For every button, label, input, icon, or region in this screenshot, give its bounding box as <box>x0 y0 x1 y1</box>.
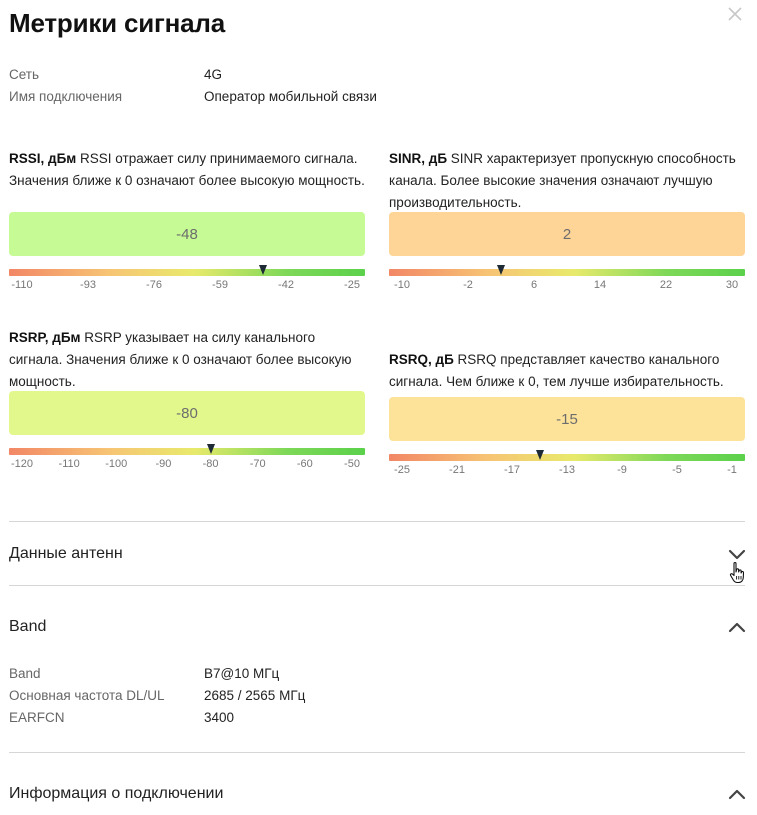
metric-sinr: SINR, дБ SINR характеризует пропускную с… <box>389 148 745 298</box>
scale-tick-label: -17 <box>504 464 520 476</box>
scale-tick-label: -110 <box>11 279 33 291</box>
metric-text: RSSI отражает силу принимаемого сигнала.… <box>9 151 365 188</box>
divider <box>9 752 745 753</box>
metric-description: SINR, дБ SINR характеризует пропускную с… <box>389 148 745 214</box>
metric-scale-ticks: -110 -93 -76 -59 -42 -25 <box>9 279 365 293</box>
connection-summary: Сеть 4G Имя подключения Оператор мобильн… <box>9 64 377 108</box>
band-value: 3400 <box>204 710 235 725</box>
metric-scale-ticks: -10 -2 6 14 22 30 <box>389 279 745 293</box>
metric-value-box: 2 <box>389 212 745 256</box>
metric-value-box: -48 <box>9 212 365 256</box>
metric-scale-bar <box>9 448 365 455</box>
info-value: 4G <box>204 67 223 82</box>
section-antenna-title[interactable]: Данные антенн <box>9 545 123 562</box>
scale-tick-label: -90 <box>155 458 172 470</box>
band-row: EARFCN 3400 <box>9 707 305 729</box>
metric-value-box: -15 <box>389 397 745 441</box>
info-key: Сеть <box>9 67 40 82</box>
band-key: EARFCN <box>9 710 65 725</box>
metric-text: SINR характеризует пропускную способност… <box>389 151 736 210</box>
band-value: B7@10 МГц <box>204 666 280 681</box>
band-key: Band <box>9 666 41 681</box>
scale-tick-label: -110 <box>58 458 80 470</box>
info-value: Оператор мобильной связи <box>204 89 377 104</box>
metric-description: RSSI, дБм RSSI отражает силу принимаемог… <box>9 148 365 214</box>
scale-tick-label: -2 <box>463 279 473 291</box>
hand-cursor-icon <box>729 561 745 584</box>
metric-marker <box>206 444 215 454</box>
chevron-down-icon[interactable] <box>728 549 746 561</box>
scale-tick-label: -76 <box>146 279 162 291</box>
metric-name: RSSI, дБм <box>9 151 77 166</box>
info-row-network: Сеть 4G <box>9 64 377 86</box>
metric-name: SINR, дБ <box>389 151 448 166</box>
scale-tick-label: -5 <box>672 464 682 476</box>
metric-scale-bar <box>9 269 365 276</box>
scale-tick-label: -59 <box>212 279 228 291</box>
section-connection-title[interactable]: Информация о подключении <box>9 785 224 802</box>
scale-tick-label: -120 <box>10 458 34 470</box>
close-icon[interactable] <box>727 6 743 22</box>
metric-rsrq: RSRQ, дБ RSRQ представляет качество кана… <box>389 349 745 477</box>
metric-name: RSRQ, дБ <box>389 352 454 367</box>
scale-tick-label: -25 <box>344 279 360 291</box>
scale-tick-label: -9 <box>617 464 627 476</box>
metric-marker <box>497 265 505 275</box>
divider <box>9 585 745 586</box>
scale-tick-label: -100 <box>105 458 128 470</box>
scale-tick-label: -80 <box>202 458 219 470</box>
scale-tick-label: -21 <box>449 464 465 476</box>
scale-tick-label: -1 <box>727 464 737 476</box>
band-value: 2685 / 2565 МГц <box>204 688 306 703</box>
metric-description: RSRQ, дБ RSRQ представляет качество кана… <box>389 349 745 393</box>
scale-tick-label: -13 <box>559 464 575 476</box>
chevron-up-icon[interactable] <box>728 621 746 633</box>
scale-tick-label: -42 <box>278 279 294 291</box>
section-band-title[interactable]: Band <box>9 618 47 635</box>
divider <box>9 521 745 522</box>
scale-tick-label: -50 <box>344 458 360 470</box>
metric-text: RSRQ представляет качество канального си… <box>389 352 724 389</box>
band-details: Band B7@10 МГц Основная частота DL/UL 26… <box>9 663 305 729</box>
metric-text: RSRP указывает на силу канального сигнал… <box>9 330 352 389</box>
band-key: Основная частота DL/UL <box>9 688 165 703</box>
metric-marker <box>535 450 544 460</box>
metric-description: RSRP, дБм RSRP указывает на силу канальн… <box>9 327 365 393</box>
scale-tick-label: -60 <box>296 458 313 470</box>
chevron-up-icon[interactable] <box>728 788 746 800</box>
scale-tick-label: -25 <box>394 464 410 476</box>
scale-tick-label: 14 <box>593 279 607 291</box>
metric-rssi: RSSI, дБм RSSI отражает силу принимаемог… <box>9 148 365 298</box>
metric-scale-ticks: -120 -110 -100 -90 -80 -70 -60 -50 <box>9 458 365 472</box>
info-key: Имя подключения <box>9 89 123 104</box>
scale-tick-label: -10 <box>394 279 410 291</box>
metric-name: RSRP, дБм <box>9 330 81 345</box>
scale-tick-label: 30 <box>725 279 739 291</box>
scale-tick-label: 6 <box>530 279 538 291</box>
band-row: Band B7@10 МГц <box>9 663 305 685</box>
scale-tick-label: -70 <box>249 458 266 470</box>
metric-value-box: -80 <box>9 391 365 435</box>
metric-rsrp: RSRP, дБм RSRP указывает на силу канальн… <box>9 327 365 477</box>
metric-marker <box>258 265 267 275</box>
metric-scale-bar <box>389 269 745 276</box>
scale-tick-label: -93 <box>80 279 96 291</box>
band-row: Основная частота DL/UL 2685 / 2565 МГц <box>9 685 305 707</box>
dialog-title: Метрики сигнала <box>9 8 226 38</box>
info-row-connection-name: Имя подключения Оператор мобильной связи <box>9 86 377 108</box>
scale-tick-label: 22 <box>659 279 673 291</box>
metric-scale-bar <box>389 454 745 461</box>
metric-scale-ticks: -25 -21 -17 -13 -9 -5 -1 <box>389 464 745 478</box>
